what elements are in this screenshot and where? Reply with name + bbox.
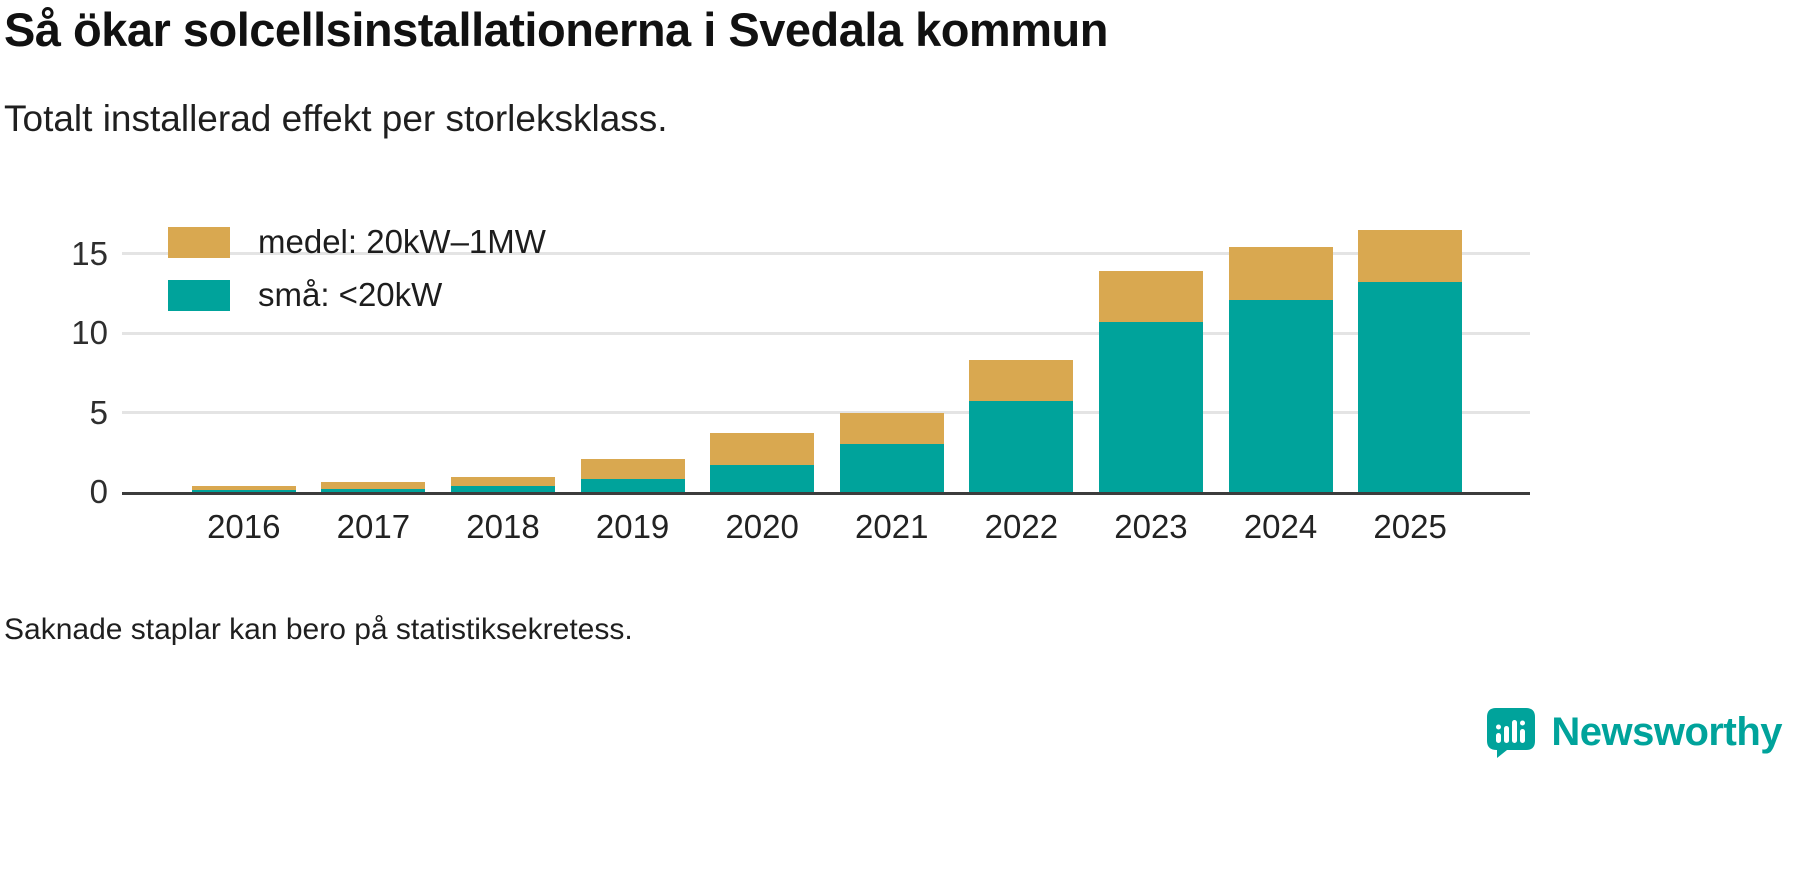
y-tick-label: 5	[89, 393, 108, 431]
chart-legend: medel: 20kW–1MW små: <20kW	[168, 223, 546, 332]
bar-segment	[969, 401, 1074, 492]
gridline	[122, 411, 1530, 415]
bar-segment	[710, 465, 815, 492]
y-axis-labels: 0 5 10 15	[0, 222, 108, 510]
x-tick-label: 2025	[1373, 508, 1447, 545]
bar-2024	[1228, 247, 1333, 492]
bar-2016	[191, 486, 296, 492]
bar-2025	[1358, 229, 1463, 492]
x-tick-label: 2018	[466, 508, 540, 545]
bar-slot	[1086, 222, 1216, 492]
x-tick-label: 2021	[855, 508, 929, 545]
bar-segment	[191, 490, 296, 492]
bar-2023	[1098, 271, 1203, 492]
gridline	[122, 331, 1530, 335]
bar-2017	[321, 482, 426, 492]
chart-title: Så ökar solcellsinstallationerna i Sveda…	[4, 3, 1108, 56]
bar-2020	[710, 433, 815, 492]
bar-slot	[697, 222, 827, 492]
bar-slot	[827, 222, 957, 492]
gridline	[122, 252, 1530, 256]
x-tick-label: 2022	[984, 508, 1059, 545]
y-tick-label: 15	[71, 234, 108, 272]
x-axis-labels: 2016 2017 2018 2019 2020 2021 2022 2023 2024 2025	[179, 508, 1475, 550]
bar-segment	[710, 433, 815, 465]
bar-segment	[580, 458, 685, 480]
legend-label: små: <20kW	[258, 276, 443, 313]
bar-segment	[191, 486, 296, 491]
y-tick-label: 10	[71, 314, 108, 352]
x-tick-label: 2019	[595, 508, 670, 545]
legend-swatch	[168, 226, 230, 258]
bar-segment	[1358, 282, 1463, 492]
bar-segment	[1098, 322, 1203, 492]
bar-segment	[450, 476, 555, 487]
bar-segment	[580, 479, 685, 492]
bar-slot	[1216, 222, 1346, 492]
bar-2018	[450, 476, 555, 492]
bar-slot	[568, 222, 698, 492]
newsworthy-brand[interactable]: Newsworthy	[1485, 706, 1782, 758]
x-tick-label: 2023	[1114, 508, 1188, 545]
legend-label: medel: 20kW–1MW	[258, 223, 546, 260]
newsworthy-logo-icon	[1487, 708, 1536, 758]
legend-item: medel: 20kW–1MW	[168, 223, 546, 260]
bar-segment	[1358, 229, 1463, 283]
footnote: Saknade staplar kan bero på statistiksek…	[4, 613, 633, 646]
chart-subtitle: Totalt installerad effekt per storlekskl…	[4, 98, 668, 139]
bar-2022	[969, 360, 1074, 492]
legend-item: små: <20kW	[168, 276, 546, 313]
y-tick-label: 0	[89, 473, 108, 510]
bar-segment	[1098, 271, 1203, 323]
legend-swatch	[168, 279, 230, 311]
bar-2021	[839, 412, 944, 492]
bar-segment	[321, 488, 426, 492]
x-tick-label: 2020	[725, 508, 799, 545]
brand-name: Newsworthy	[1551, 709, 1782, 754]
bar-segment	[450, 486, 555, 492]
x-tick-label: 2024	[1243, 508, 1318, 545]
bar-slot	[957, 222, 1087, 492]
bar-slot	[309, 222, 439, 492]
plot-area: medel: 20kW–1MW små: <20kW	[122, 222, 1530, 495]
bar-slot	[1345, 222, 1475, 492]
bar-segment	[839, 412, 944, 445]
bar-segment	[839, 444, 944, 492]
bars-row	[179, 222, 1475, 492]
bar-segment	[1228, 299, 1333, 492]
bar-slot	[438, 222, 568, 492]
x-tick-label: 2017	[336, 508, 411, 545]
bar-segment	[1228, 247, 1333, 300]
x-tick-label: 2016	[207, 508, 281, 545]
bar-2019	[580, 458, 685, 492]
bar-slot	[179, 222, 309, 492]
bar-segment	[321, 482, 426, 489]
bar-segment	[969, 360, 1074, 402]
